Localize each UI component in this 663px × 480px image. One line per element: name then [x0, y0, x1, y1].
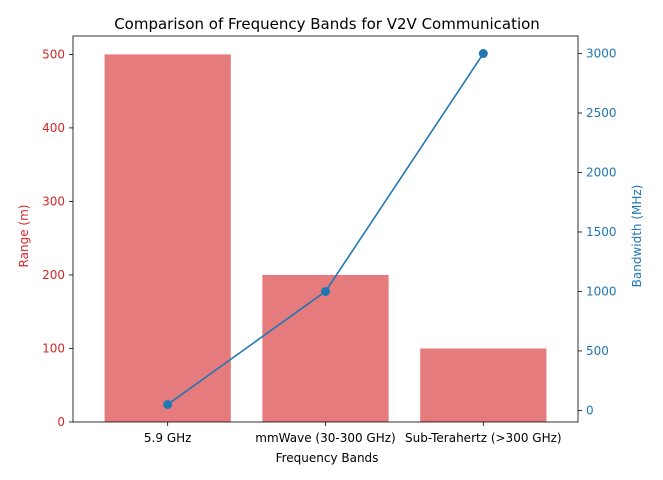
- right-y-tick-label: 1000: [586, 284, 617, 298]
- right-y-tick-label: 3000: [586, 47, 617, 61]
- x-tick-label: 5.9 GHz: [144, 431, 192, 445]
- right-y-axis-ticks: 0 500 1000 1500 2000 2500 3000: [578, 47, 617, 417]
- chart-title: Comparison of Frequency Bands for V2V Co…: [114, 15, 540, 33]
- left-y-tick-label: 100: [42, 341, 65, 355]
- right-y-tick-label: 2500: [586, 106, 617, 120]
- bandwidth-line-series: [163, 49, 488, 409]
- left-y-tick-label: 300: [42, 194, 65, 208]
- right-y-tick-label: 1500: [586, 225, 617, 239]
- bandwidth-point: [163, 399, 173, 409]
- x-tick-label: Sub-Terahertz (>300 GHz): [405, 431, 562, 445]
- range-bars: [104, 54, 547, 422]
- x-axis-ticks: 5.9 GHz mmWave (30-300 GHz) Sub-Terahertz …: [144, 422, 562, 445]
- right-y-tick-label: 0: [586, 403, 594, 417]
- bandwidth-point: [478, 49, 488, 59]
- left-y-axis-ticks: 0 100 200 300 400 500: [42, 47, 73, 429]
- left-y-tick-label: 400: [42, 121, 65, 135]
- x-tick-label: mmWave (30-300 GHz): [255, 431, 395, 445]
- left-y-tick-label: 0: [57, 415, 65, 429]
- range-bar: [104, 54, 231, 422]
- range-bar: [420, 348, 547, 422]
- bandwidth-point: [321, 286, 330, 296]
- left-y-tick-label: 200: [42, 268, 65, 282]
- right-y-tick-label: 2000: [586, 165, 617, 179]
- x-axis-label: Frequency Bands: [276, 451, 379, 465]
- right-y-axis-label: Bandwidth (MHz): [630, 185, 644, 288]
- left-y-tick-label: 500: [42, 47, 65, 61]
- right-y-tick-label: 500: [586, 344, 609, 358]
- range-bar: [262, 274, 389, 422]
- left-y-axis-label: Range (m): [17, 205, 31, 268]
